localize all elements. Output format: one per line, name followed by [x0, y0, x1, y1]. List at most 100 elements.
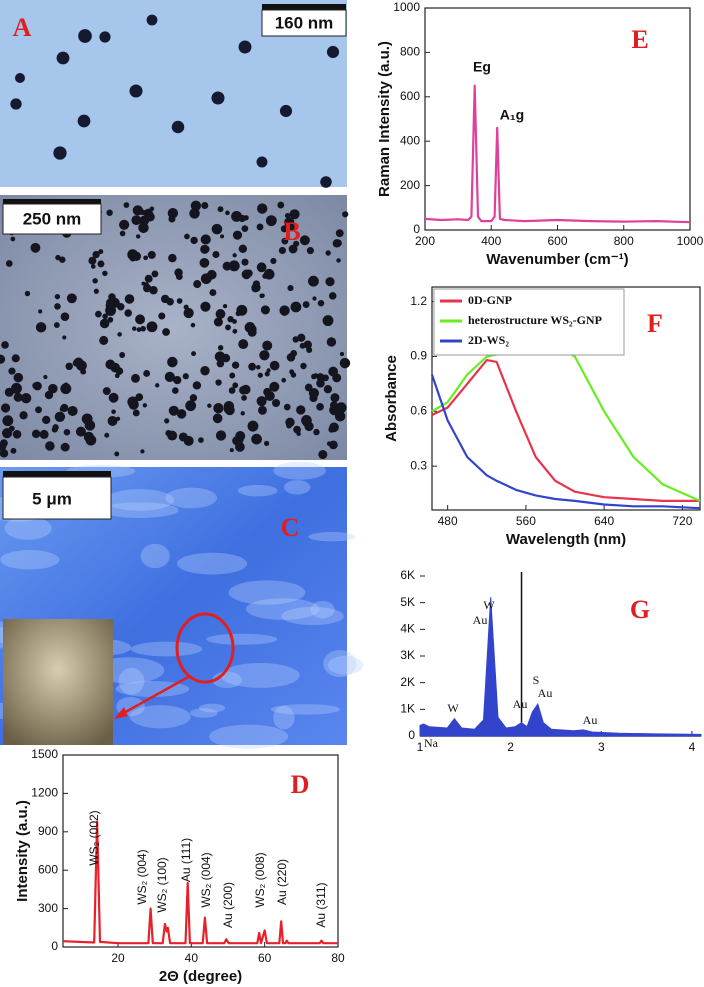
- y-tick-label: 0: [408, 728, 415, 742]
- particle: [32, 382, 40, 390]
- annotation: WS₂ (008): [253, 852, 267, 907]
- particle: [235, 431, 246, 442]
- particle: [45, 441, 55, 451]
- particle: [193, 280, 202, 289]
- particle: [200, 366, 210, 376]
- particle: [135, 234, 141, 239]
- particle: [176, 298, 183, 304]
- particle: [232, 328, 238, 334]
- particle: [311, 373, 317, 380]
- texture: [281, 606, 344, 626]
- particle: [260, 305, 270, 315]
- particle: [212, 250, 220, 259]
- particle: [342, 211, 349, 218]
- x-tick-label: 600: [547, 234, 567, 248]
- particle: [136, 327, 142, 332]
- y-tick-label: 900: [38, 824, 58, 838]
- plot-frame: [431, 286, 701, 511]
- particle: [225, 324, 231, 331]
- particle: [131, 373, 140, 383]
- particle: [175, 273, 183, 280]
- particle: [247, 324, 257, 334]
- particle: [251, 433, 262, 445]
- particle: [328, 292, 337, 300]
- particle: [293, 425, 302, 434]
- scale-label: 250 nm: [23, 209, 82, 228]
- particle: [95, 310, 102, 318]
- particle: [288, 244, 298, 254]
- particle: [299, 342, 306, 349]
- texture: [165, 487, 218, 509]
- particle: [303, 340, 312, 349]
- inset-image: [3, 619, 113, 745]
- particle: [217, 345, 224, 351]
- particle: [1, 341, 9, 349]
- scale-label: 5 μm: [32, 489, 72, 508]
- particle: [164, 418, 170, 424]
- particle: [215, 379, 222, 386]
- particle: [144, 274, 153, 283]
- particle: [139, 209, 146, 216]
- particle: [238, 244, 248, 253]
- y-axis-title: Absorbance: [383, 355, 400, 442]
- particle: [48, 383, 58, 394]
- particle: [228, 387, 236, 394]
- particle: [115, 416, 121, 421]
- y-tick-label: 4K: [400, 622, 415, 636]
- annotation: Au: [513, 697, 528, 711]
- y-tick-label: 600: [400, 89, 420, 103]
- particle: [256, 262, 267, 273]
- particle: [106, 209, 113, 216]
- particle: [247, 420, 259, 432]
- texture: [130, 641, 203, 657]
- particle: [262, 340, 273, 351]
- particle: [90, 264, 96, 269]
- y-tick-label: 0.9: [410, 349, 427, 363]
- x-tick-label: 560: [516, 514, 536, 528]
- highlight-circle: [175, 612, 235, 684]
- particle: [84, 420, 96, 431]
- y-tick-label: 0: [413, 222, 420, 236]
- y-tick-label: 1000: [393, 0, 420, 14]
- annotation: W: [483, 598, 495, 612]
- particle: [102, 313, 108, 320]
- particle: [263, 387, 272, 397]
- y-axis-title: Intensity (a.u.): [14, 800, 31, 902]
- particle: [63, 428, 71, 436]
- particle: [248, 362, 257, 371]
- particle: [13, 372, 24, 383]
- particle: [165, 429, 172, 437]
- particle: [221, 353, 231, 363]
- particle: [0, 442, 7, 451]
- particle: [30, 242, 41, 253]
- particle: [209, 289, 217, 297]
- legend-box: [433, 288, 625, 356]
- particle: [206, 269, 217, 280]
- particle: [200, 301, 211, 312]
- particle: [296, 405, 306, 415]
- texture: [273, 705, 295, 730]
- x-tick-label: 400: [481, 234, 501, 248]
- particle: [2, 415, 14, 427]
- particle: [3, 428, 12, 437]
- panel-b: [0, 195, 351, 460]
- y-tick-label: 300: [38, 901, 58, 915]
- particle: [313, 428, 320, 436]
- y-tick-label: 5K: [400, 595, 415, 609]
- particle: [5, 260, 13, 267]
- x-tick-label: 480: [438, 514, 458, 528]
- particle: [142, 403, 148, 408]
- particle: [257, 203, 268, 214]
- particle: [185, 400, 197, 412]
- x-axis-title: Wavenumber (cm⁻¹): [486, 251, 628, 268]
- particle: [20, 393, 32, 404]
- y-tick-label: 3K: [400, 648, 415, 662]
- y-tick-label: 1.2: [410, 294, 427, 308]
- x-tick-label: 4: [689, 740, 696, 754]
- particle: [108, 293, 116, 301]
- particle: [53, 322, 60, 328]
- particle: [167, 207, 179, 219]
- particle: [269, 360, 280, 371]
- particle: [102, 387, 111, 396]
